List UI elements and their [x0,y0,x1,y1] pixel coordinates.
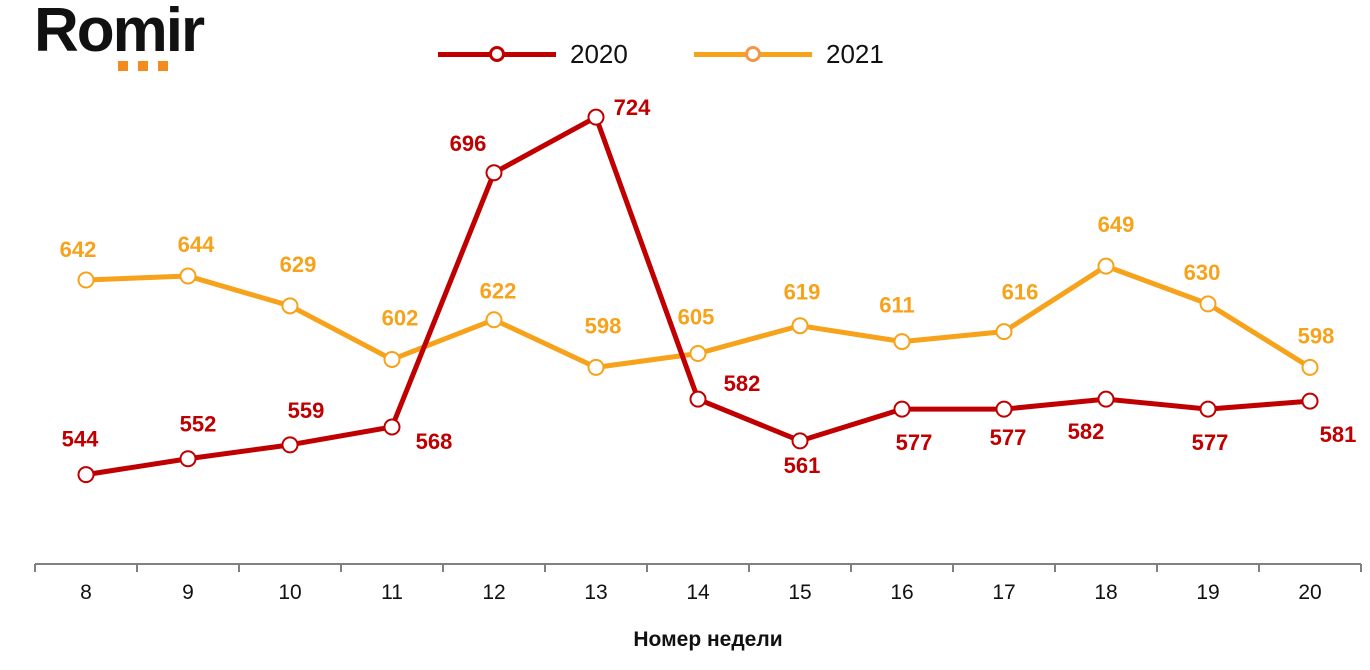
data-point-2020 [485,164,503,182]
data-label-2020: 724 [614,95,651,120]
data-label-2021: 622 [480,279,517,304]
data-label-2020: 577 [896,430,933,455]
legend-item-2020: 2020 [438,34,628,74]
data-point-2020 [587,108,605,126]
legend-item-2021: 2021 [694,34,884,74]
data-label-2021: 619 [784,280,821,305]
data-point-2021 [77,271,95,289]
data-label-2020: 577 [1192,430,1229,455]
data-label-2020: 544 [62,427,99,452]
data-point-2020 [995,400,1013,418]
data-point-2020 [1199,400,1217,418]
data-point-2020 [791,432,809,450]
data-label-2021: 611 [879,293,915,318]
data-point-2021 [179,267,197,285]
x-tick-label: 9 [182,581,194,604]
x-tick-label: 19 [1196,581,1219,604]
data-point-2021 [281,297,299,315]
legend-line-2021 [694,46,812,62]
x-tick-label: 20 [1298,581,1321,604]
data-point-2020 [893,400,911,418]
x-axis-title: Номер недели [633,628,783,651]
data-point-2021 [383,350,401,368]
data-point-2020 [281,436,299,454]
data-label-2021: 644 [178,232,215,257]
x-tick-label: 8 [80,581,92,604]
data-point-2021 [1301,358,1319,376]
x-tick-label: 13 [584,581,607,604]
data-point-2021 [791,317,809,335]
legend-label-2020: 2020 [570,38,628,69]
data-label-2020: 559 [288,398,325,423]
legend-label-2021: 2021 [826,38,884,69]
x-tick-label: 14 [686,581,710,604]
logo-dot [118,61,128,71]
x-tick-label: 10 [278,581,301,604]
data-label-2021: 629 [280,252,317,277]
data-point-2020 [383,418,401,436]
data-label-2020: 696 [450,131,487,156]
logo-dot [158,61,168,71]
data-label-2021: 616 [1002,280,1039,305]
logo-dot [138,61,148,71]
x-tick-label: 12 [482,581,505,604]
data-point-2020 [179,450,197,468]
data-label-2021: 602 [382,305,419,330]
legend-marker-2020 [489,46,505,62]
x-tick-label: 17 [992,581,1015,604]
data-point-2021 [587,358,605,376]
data-point-2020 [1301,392,1319,410]
data-label-2020: 568 [416,429,453,454]
x-tick-label: 11 [381,581,403,604]
data-label-2021: 605 [678,304,715,329]
x-tick-label: 16 [890,581,913,604]
logo-dots [118,61,168,71]
data-point-2021 [995,323,1013,341]
data-label-2020: 582 [1068,419,1105,444]
legend-line-2020 [438,46,556,62]
data-point-2021 [893,333,911,351]
x-tick-label: 15 [788,581,811,604]
data-label-2021: 642 [60,237,97,262]
data-point-2021 [689,344,707,362]
logo-text: Romir [34,0,205,65]
data-label-2021: 630 [1184,260,1221,285]
data-point-2020 [77,466,95,484]
data-point-2021 [1097,257,1115,275]
data-label-2021: 598 [585,313,622,338]
data-label-2020: 577 [990,425,1027,450]
series-line-2020 [85,114,1311,478]
data-point-2021 [485,311,503,329]
data-label-2020: 582 [724,371,761,396]
legend-marker-2021 [745,46,761,62]
x-tick-label: 18 [1094,581,1117,604]
data-point-2020 [1097,390,1115,408]
data-label-2021: 649 [1098,212,1135,237]
data-label-2020: 552 [180,412,217,437]
data-label-2020: 581 [1320,422,1357,447]
data-point-2020 [689,390,707,408]
data-label-2021: 598 [1298,323,1335,348]
data-point-2021 [1199,295,1217,313]
data-label-2020: 561 [784,453,821,478]
